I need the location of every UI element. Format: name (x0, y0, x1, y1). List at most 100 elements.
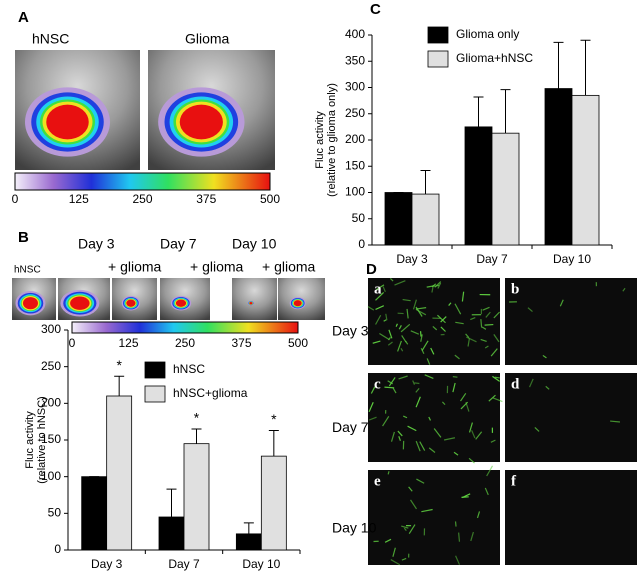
signal (293, 300, 302, 307)
y-tick-label: 200 (345, 132, 365, 146)
y-tick-label: 0 (358, 237, 365, 251)
cell (453, 451, 459, 456)
cell (437, 282, 442, 289)
cell (434, 284, 440, 287)
cell (441, 401, 446, 406)
micrograph (368, 278, 500, 365)
signal (46, 104, 89, 140)
y-tick-label: 100 (345, 185, 365, 199)
signal (70, 296, 90, 310)
signal (175, 299, 187, 307)
bar (106, 395, 133, 551)
colorbar (71, 321, 299, 334)
y-tick-label: 250 (41, 359, 61, 373)
cell (545, 385, 550, 390)
cell (494, 376, 500, 379)
cell (412, 299, 417, 310)
cell (476, 511, 481, 519)
cell (420, 334, 423, 342)
cell (488, 394, 496, 402)
panel-label: C (370, 1, 381, 18)
cell (454, 521, 457, 527)
error-bar (420, 169, 431, 195)
legend-label: hNSC (173, 362, 205, 376)
cell (492, 375, 500, 382)
glioma-label: + glioma (108, 259, 162, 275)
x-tick-label: Day 10 (242, 557, 280, 571)
error-bar (500, 89, 511, 134)
significance: * (116, 357, 122, 373)
y-tick-label: 350 (345, 53, 365, 67)
cell (437, 314, 446, 324)
micrograph (505, 470, 637, 565)
cell (390, 431, 395, 442)
cell (390, 559, 401, 566)
cell (407, 425, 417, 432)
colorbar-tick-label: 0 (12, 192, 19, 206)
bar (571, 94, 600, 246)
cell (466, 336, 477, 343)
y-tick-label: 100 (41, 469, 61, 483)
cell (465, 333, 470, 339)
colorbar-tick-label: 125 (118, 336, 138, 350)
image-letter: b (511, 281, 519, 297)
cell (480, 319, 483, 328)
cell (622, 287, 626, 292)
cell (398, 375, 408, 380)
error-bar (243, 522, 254, 534)
day-label: Day 3 (78, 236, 115, 252)
colorbar-tick-label: 375 (196, 192, 216, 206)
cell (382, 415, 390, 427)
cell (401, 557, 407, 561)
image-letter: f (511, 473, 517, 489)
cell (454, 354, 460, 360)
cell (428, 447, 436, 453)
cell (379, 332, 390, 341)
cell (461, 291, 465, 302)
error-bar (580, 39, 591, 96)
x-tick-label: Day 3 (91, 557, 123, 571)
cell (490, 348, 498, 357)
legend-swatch (427, 26, 449, 44)
panel-label: B (18, 229, 29, 246)
cell (455, 321, 464, 325)
cell (387, 341, 393, 346)
cell (448, 302, 452, 306)
micrograph (368, 470, 500, 565)
cell (481, 326, 487, 330)
cell (492, 397, 503, 403)
cell (370, 386, 376, 394)
cell (460, 392, 467, 402)
cell (428, 416, 432, 421)
cell (410, 330, 420, 335)
panel-label: D (366, 261, 377, 278)
cell (454, 303, 462, 315)
day-label: Day 7 (160, 236, 197, 252)
cell (440, 326, 446, 332)
image-label: hNSC (32, 31, 69, 47)
cell (412, 380, 416, 385)
cell (542, 354, 547, 359)
bar (491, 132, 520, 246)
cell (559, 299, 564, 307)
cell (490, 439, 496, 443)
cell (398, 325, 402, 330)
cell (372, 340, 381, 344)
row-label: Day 7 (332, 419, 369, 435)
cell (394, 280, 406, 286)
error-bar (166, 488, 177, 517)
y-axis-label: (relative to glioma only) (326, 83, 338, 197)
y-tick-label: 300 (345, 80, 365, 94)
x-tick-label: Day 7 (476, 252, 508, 266)
cell (416, 478, 425, 484)
cell (475, 431, 483, 440)
cell (368, 401, 374, 413)
x-tick-label: Day 3 (396, 252, 428, 266)
cell (421, 340, 429, 351)
cell (484, 323, 494, 326)
cell (402, 298, 411, 302)
significance: * (271, 411, 277, 427)
cell (468, 422, 473, 433)
x-tick-label: Day 10 (553, 252, 591, 266)
